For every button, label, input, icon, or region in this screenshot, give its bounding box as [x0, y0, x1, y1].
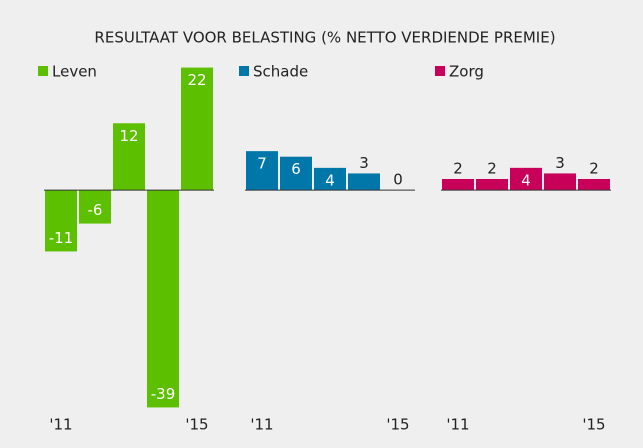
x-tick-label: '15: [582, 416, 605, 434]
bar: [45, 190, 77, 252]
value-label: 2: [453, 160, 463, 178]
bar: [476, 179, 508, 191]
bar: [246, 151, 278, 191]
bar: [314, 167, 346, 191]
x-tick-label: '15: [185, 416, 208, 434]
value-label: 0: [393, 171, 403, 189]
value-label: 2: [487, 160, 497, 178]
bar: [544, 173, 576, 191]
bar: [79, 190, 111, 224]
value-label: -6: [88, 201, 103, 219]
legend-label: Zorg: [449, 63, 484, 81]
value-label: 6: [291, 160, 301, 178]
x-tick-label: '11: [49, 416, 72, 434]
bar: [280, 156, 312, 191]
value-label: 12: [119, 127, 138, 145]
legend-label: Leven: [52, 63, 97, 81]
value-label: 3: [359, 154, 369, 172]
value-label: 3: [555, 154, 565, 172]
bar: [147, 190, 179, 408]
legend-swatch: [435, 66, 445, 76]
legend-swatch: [38, 66, 48, 76]
bar: [510, 167, 542, 191]
x-tick-label: '11: [446, 416, 469, 434]
bar: [442, 179, 474, 191]
x-tick-label: '15: [386, 416, 409, 434]
value-label: 2: [589, 160, 599, 178]
value-label: -11: [49, 229, 74, 247]
value-label: -39: [151, 385, 176, 403]
legend-swatch: [239, 66, 249, 76]
value-label: 7: [257, 155, 267, 173]
bar: [578, 179, 610, 191]
bar: [181, 67, 213, 191]
value-label: 4: [325, 171, 335, 189]
x-tick-label: '11: [250, 416, 273, 434]
bar: [348, 173, 380, 191]
value-label: 4: [521, 171, 531, 189]
chart-title: RESULTAAT VOOR BELASTING (% NETTO VERDIE…: [94, 29, 555, 47]
legend-label: Schade: [253, 63, 308, 81]
value-label: 22: [187, 71, 206, 89]
bar: [113, 123, 145, 191]
